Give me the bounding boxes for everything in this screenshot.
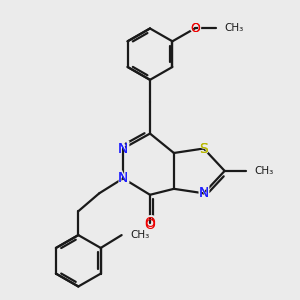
Text: CH₃: CH₃ bbox=[254, 166, 274, 176]
Text: S: S bbox=[200, 142, 208, 155]
Text: O: O bbox=[190, 22, 200, 35]
Text: N: N bbox=[118, 142, 128, 155]
Text: N: N bbox=[118, 142, 128, 155]
Text: N: N bbox=[197, 184, 211, 202]
Text: N: N bbox=[199, 186, 209, 200]
Text: CH₃: CH₃ bbox=[224, 23, 243, 34]
Text: S: S bbox=[200, 142, 208, 155]
Text: N: N bbox=[118, 171, 128, 185]
Text: O: O bbox=[145, 216, 155, 230]
Text: N: N bbox=[199, 186, 209, 200]
Text: CH₃: CH₃ bbox=[130, 230, 149, 240]
Text: N: N bbox=[116, 140, 130, 158]
Text: O: O bbox=[145, 218, 155, 232]
Text: O: O bbox=[188, 21, 201, 36]
Text: S: S bbox=[198, 140, 210, 158]
Text: N: N bbox=[116, 169, 130, 188]
Text: O: O bbox=[190, 22, 200, 35]
Text: N: N bbox=[118, 171, 128, 185]
Text: O: O bbox=[143, 214, 157, 232]
